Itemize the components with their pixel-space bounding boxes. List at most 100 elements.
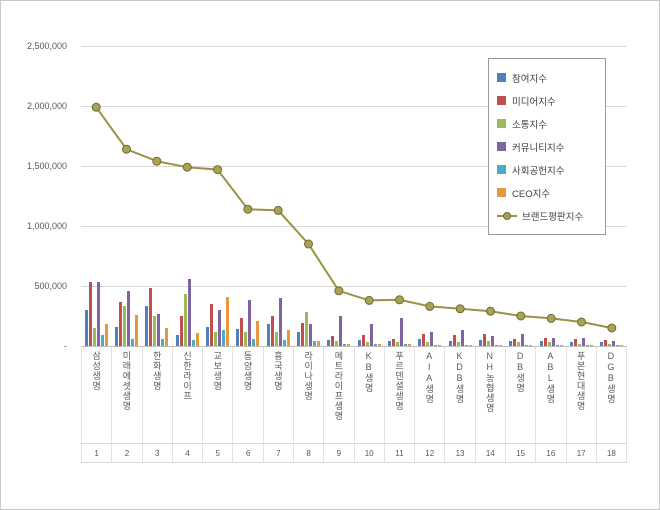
bar-소통지수	[122, 306, 126, 346]
커뮤니티지수-swatch-icon	[497, 142, 506, 151]
bar-소통지수	[335, 341, 339, 346]
소통지수-swatch-icon	[497, 119, 506, 128]
bar-미디어지수	[543, 337, 547, 346]
legend-entry-사회공헌지수: 사회공헌지수	[497, 158, 597, 181]
x-category-cell: 푸르덴셜생명	[383, 347, 414, 443]
bar-group	[111, 46, 141, 346]
x-index-label: 2	[111, 444, 141, 462]
x-index-label: 13	[444, 444, 474, 462]
bar-미디어지수	[331, 336, 335, 346]
bar-참여지수	[266, 324, 270, 346]
bar-미디어지수	[240, 318, 244, 346]
bar-커뮤니티지수	[430, 331, 434, 346]
bar-group	[536, 46, 566, 346]
bar-소통지수	[456, 342, 460, 346]
bar-group	[415, 46, 445, 346]
bar-참여지수	[600, 342, 604, 346]
x-category-label: 흥국생명	[272, 351, 283, 391]
x-category-label: 푸본현대생명	[575, 351, 586, 411]
bar-커뮤니티지수	[157, 313, 161, 346]
bar-group	[263, 46, 293, 346]
bar-CEO지수	[620, 345, 624, 346]
bar-group	[233, 46, 263, 346]
bar-사회공헌지수	[585, 344, 589, 346]
x-category-cell: 한화생명	[141, 347, 172, 443]
브랜드평판지수-line-swatch-icon	[497, 211, 517, 221]
x-axis-index-row: 1 2 3 4 5 6 7 8 9 10 11 12 13 14 15 16 17 18	[81, 443, 628, 463]
bar-소통지수	[153, 316, 157, 346]
bar-소통지수	[395, 342, 399, 346]
bar-사회공헌지수	[100, 335, 104, 346]
bar-소통지수	[244, 331, 248, 346]
x-category-cell: NH농협생명	[474, 347, 505, 443]
bar-커뮤니티지수	[369, 324, 373, 346]
bar-미디어지수	[118, 301, 122, 346]
bar-참여지수	[114, 326, 118, 346]
bar-참여지수	[448, 341, 452, 346]
gridline	[81, 106, 627, 107]
bar-소통지수	[577, 343, 581, 346]
bar-참여지수	[327, 340, 331, 346]
legend-label: 미디어지수	[512, 96, 556, 108]
bar-커뮤니티지수	[248, 300, 252, 346]
x-index-label: 10	[353, 444, 384, 462]
bar-CEO지수	[195, 332, 199, 346]
bar-group	[506, 46, 536, 346]
x-category-label: 미래에셋생명	[121, 351, 132, 411]
x-category-label: 신한라이프	[181, 351, 192, 401]
bar-참여지수	[539, 341, 543, 346]
CEO지수-swatch-icon	[497, 188, 506, 197]
x-category-label: DB생명	[515, 351, 526, 393]
x-index-label: 17	[565, 444, 596, 462]
bar-CEO지수	[589, 344, 593, 346]
bar-사회공헌지수	[252, 338, 256, 346]
bar-사회공헌지수	[494, 344, 498, 346]
bar-커뮤니티지수	[460, 330, 464, 346]
bar-사회공헌지수	[130, 338, 134, 346]
bar-참여지수	[84, 310, 88, 346]
bar-커뮤니티지수	[308, 324, 312, 346]
bar-참여지수	[236, 329, 240, 346]
x-category-cell: 동양생명	[232, 347, 262, 443]
x-index-label: 5	[202, 444, 232, 462]
bar-미디어지수	[179, 316, 183, 346]
bar-미디어지수	[361, 335, 365, 346]
y-tick-label: 1,500,000	[26, 161, 67, 171]
bar-group	[354, 46, 384, 346]
bar-사회공헌지수	[221, 330, 225, 346]
bar-CEO지수	[316, 341, 320, 346]
x-category-label: DGB생명	[605, 351, 616, 404]
legend-entry-CEO지수: CEO지수	[497, 181, 597, 204]
bar-소통지수	[304, 312, 308, 346]
bar-소통지수	[365, 342, 369, 346]
x-index-label: 18	[595, 444, 628, 462]
bar-미디어지수	[391, 338, 395, 346]
x-index-label: 4	[171, 444, 202, 462]
x-category-label: 라이나생명	[303, 351, 314, 401]
bar-group	[597, 46, 627, 346]
bar-CEO지수	[377, 344, 381, 346]
x-category-label: KB생명	[363, 351, 374, 393]
bar-group	[172, 46, 202, 346]
x-index-label: 9	[323, 444, 353, 462]
x-index-label: 12	[414, 444, 444, 462]
x-index-label: 15	[504, 444, 535, 462]
legend-label: 브랜드평판지수	[522, 211, 584, 223]
bar-CEO지수	[165, 328, 169, 346]
bar-group	[324, 46, 354, 346]
bar-미디어지수	[149, 288, 153, 346]
bar-참여지수	[145, 306, 149, 346]
bar-사회공헌지수	[282, 340, 286, 346]
bar-참여지수	[296, 331, 300, 346]
bar-group	[566, 46, 596, 346]
x-category-cell: 신한라이프	[171, 347, 202, 443]
x-index-label: 1	[81, 444, 111, 462]
bar-미디어지수	[300, 323, 304, 346]
x-category-cell: 교보생명	[202, 347, 232, 443]
x-category-label: 메트라이프생명	[333, 351, 344, 421]
legend-label: CEO지수	[512, 188, 551, 200]
bar-CEO지수	[347, 343, 351, 346]
bar-미디어지수	[422, 334, 426, 346]
bar-소통지수	[426, 342, 430, 346]
y-tick-label: 500,000	[34, 281, 67, 291]
